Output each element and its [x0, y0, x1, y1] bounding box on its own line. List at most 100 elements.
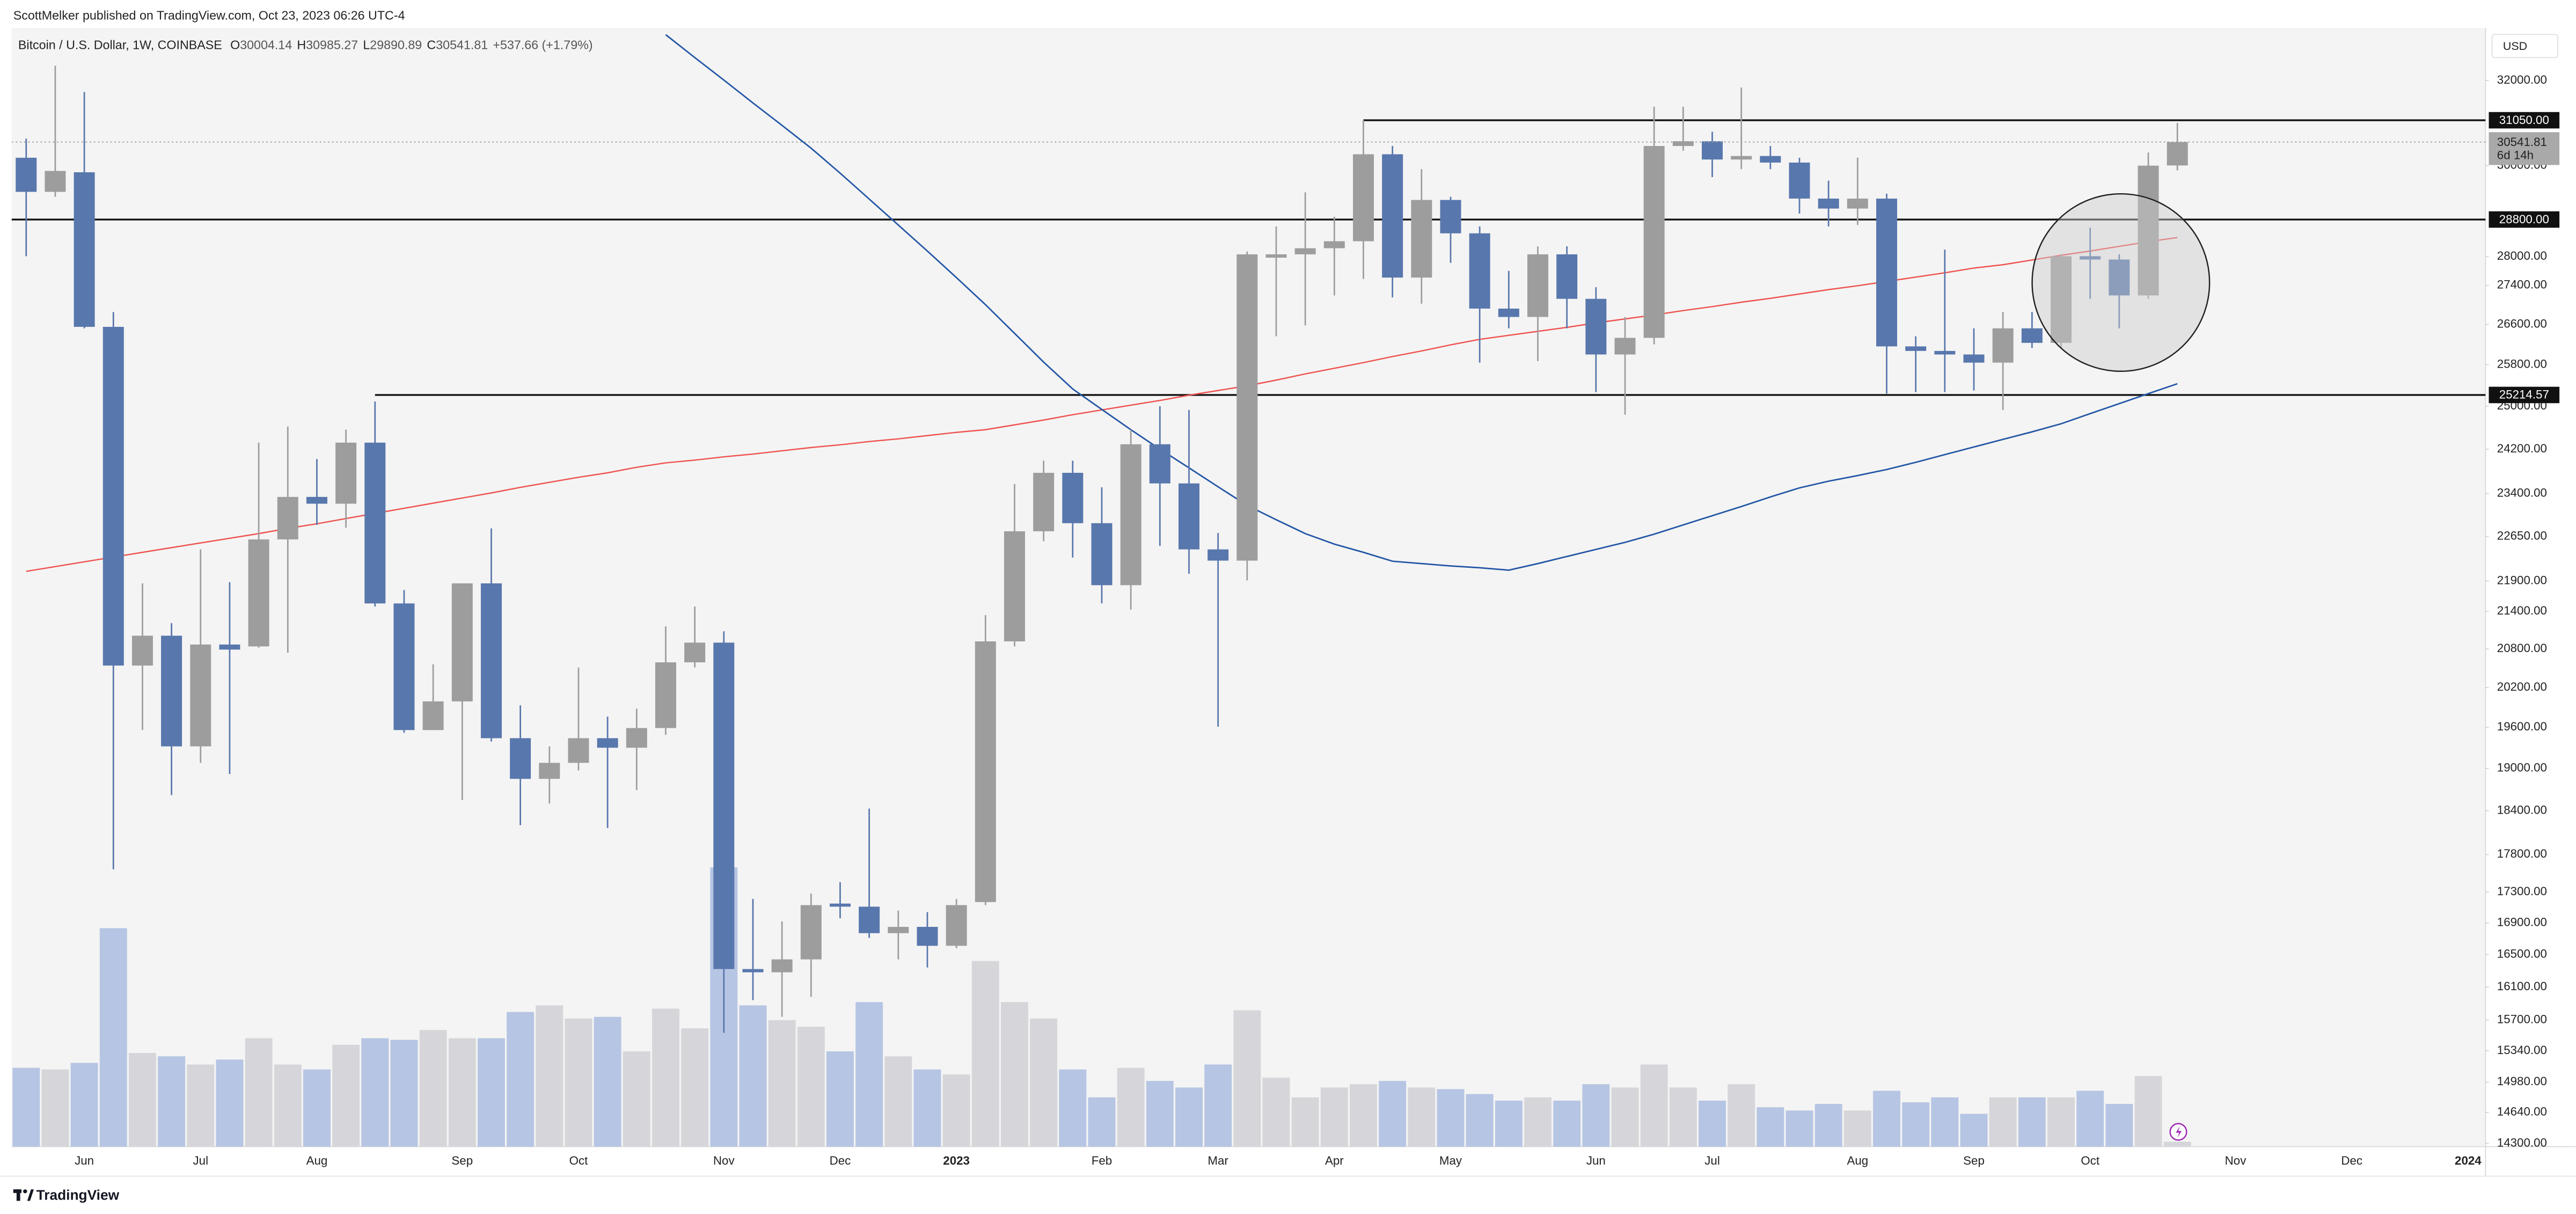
candle-body: [1731, 156, 1752, 160]
legend-prefix: O: [230, 38, 240, 52]
volume-bar: [274, 1064, 302, 1147]
volume-bar: [1117, 1067, 1145, 1147]
candle-body: [2167, 142, 2188, 166]
candle-body: [45, 171, 66, 192]
candle-body: [364, 442, 386, 604]
axes: 32000.0030000.0028000.0027400.0026600.00…: [75, 73, 2560, 1167]
volume-bar: [1640, 1064, 1668, 1147]
volume-bar: [2163, 1142, 2191, 1147]
candle-body: [306, 496, 327, 504]
y-tick-label: 26600.00: [2497, 317, 2547, 330]
plot-background: [11, 28, 2486, 1147]
candle-body: [1294, 248, 1316, 254]
volume-bar: [1989, 1097, 2017, 1147]
candle-body: [1672, 141, 1694, 147]
volume-bar: [681, 1028, 709, 1147]
volume-bar: [826, 1051, 854, 1147]
volume-bar: [913, 1069, 941, 1147]
x-tick-label: 2024: [2455, 1154, 2482, 1167]
candle-body: [2109, 259, 2130, 296]
volume-bar: [536, 1005, 564, 1147]
candle-body: [480, 583, 502, 738]
x-tick-label: Mar: [1208, 1154, 1228, 1167]
volume-bar: [942, 1074, 970, 1147]
volume-bar: [2076, 1091, 2104, 1147]
volume-bar: [99, 928, 127, 1147]
x-tick-label: Jul: [1704, 1154, 1720, 1167]
candle-body: [2138, 165, 2159, 296]
x-tick-label: Aug: [1847, 1154, 1868, 1167]
x-tick-label: Nov: [2225, 1154, 2247, 1167]
legend-value: 29890.89: [370, 38, 422, 52]
y-tick-label: 19600.00: [2497, 720, 2547, 733]
volume-bar: [1030, 1018, 1058, 1147]
volume-bar: [2105, 1103, 2133, 1147]
volume-bar: [855, 1002, 883, 1147]
candle-body: [1934, 350, 1956, 355]
candle-body: [190, 644, 211, 747]
volume-bar: [2047, 1097, 2075, 1147]
x-tick-label: Oct: [569, 1154, 589, 1167]
x-tick-label: May: [1439, 1154, 1462, 1167]
candle-body: [1062, 472, 1084, 523]
candle-body: [917, 927, 938, 946]
volume-bar: [797, 1027, 825, 1147]
volume-bar: [1843, 1110, 1871, 1147]
candle-body: [1789, 162, 1810, 199]
countdown-label: 6d 14h: [2497, 149, 2534, 162]
candle-body: [1411, 200, 1432, 278]
volume-bar: [1582, 1084, 1610, 1147]
y-tick-label: 15700.00: [2497, 1013, 2547, 1026]
candle-body: [975, 641, 996, 902]
volume-bar: [303, 1069, 331, 1147]
candle-body: [422, 701, 444, 730]
y-tick-label: 16500.00: [2497, 947, 2547, 961]
volume-bar: [1088, 1097, 1116, 1147]
candle-body: [1265, 254, 1287, 258]
candle-body: [2051, 256, 2072, 343]
y-tick-label: 20800.00: [2497, 641, 2547, 655]
currency-box: [2491, 34, 2558, 58]
volume-bar: [1873, 1091, 1900, 1147]
candle-body: [771, 959, 793, 972]
volume-bar: [1466, 1094, 1494, 1147]
candle-body: [1353, 154, 1374, 242]
legend-change: +537.66 (+1.79%): [493, 38, 592, 52]
candle-body: [1847, 199, 1868, 209]
volume-bar: [1611, 1087, 1639, 1147]
candle-body: [568, 738, 589, 763]
footer-brand: TradingView: [36, 1187, 120, 1203]
highlight-circle: [2031, 193, 2211, 372]
logo-part: [23, 1189, 27, 1194]
volume-bar: [1320, 1087, 1348, 1147]
candle-body: [1091, 523, 1113, 586]
candle-body: [946, 905, 967, 946]
candle-body: [1963, 354, 1985, 363]
candle-body: [597, 738, 618, 748]
candle-body: [1208, 549, 1229, 561]
candle-body: [713, 642, 735, 969]
candle-body: [335, 442, 357, 504]
y-tick-label: 19000.00: [2497, 761, 2547, 774]
volume-bar: [565, 1018, 592, 1147]
volume-bar: [884, 1056, 912, 1147]
candle-body: [1702, 141, 1723, 160]
candle-body: [131, 635, 153, 666]
y-tick-label: 27400.00: [2497, 277, 2547, 291]
volume-bar: [1379, 1081, 1407, 1147]
candle-body: [1440, 200, 1461, 233]
x-tick-label: Feb: [1092, 1154, 1112, 1167]
x-tick-label: Jul: [193, 1154, 209, 1167]
y-tick-label: 16900.00: [2497, 916, 2547, 929]
candle-body: [16, 157, 37, 192]
y-tick-label: 21900.00: [2497, 573, 2547, 587]
y-tick-label: 14980.00: [2497, 1074, 2547, 1088]
volume-bar: [1553, 1100, 1581, 1147]
level-box: [2489, 386, 2560, 404]
y-tick-label: 16100.00: [2497, 979, 2547, 993]
candle-body: [1323, 241, 1345, 248]
candle-body: [219, 644, 240, 650]
volume-bar: [361, 1038, 389, 1147]
volume-bar: [478, 1038, 505, 1147]
candle-body: [626, 728, 647, 748]
